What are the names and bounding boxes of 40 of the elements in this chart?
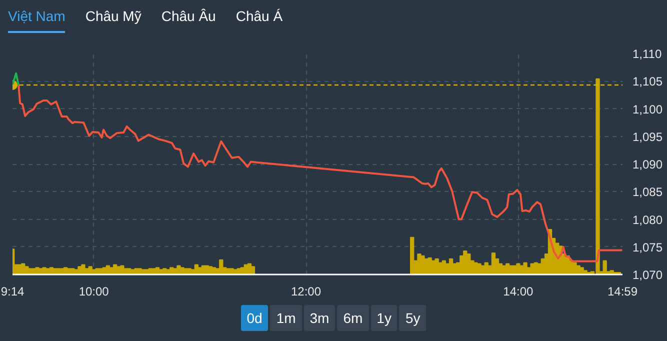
bar [602,260,607,274]
text: Châu Âu [161,7,216,26]
bar [138,268,142,274]
bar [250,266,256,274]
bar [434,258,439,274]
x-tick-label: 9:14 [0,284,25,298]
text: 5y [399,305,426,331]
text: 6m [337,305,369,331]
text: 3m [304,305,336,331]
bar [410,236,414,274]
y-tick-label: 1,105 [632,74,663,89]
y-tick-label: 1,085 [632,185,663,200]
bar [580,267,584,274]
y-tick-label: 1,080 [632,212,663,227]
text: 1y [370,305,398,331]
x-tick-label: 10:00 [78,284,110,298]
bar [120,265,124,274]
bar [81,264,86,274]
text: Châu Á [236,7,283,26]
bar [477,263,482,274]
bar [42,267,46,274]
y-tick-label: 1,090 [632,158,663,172]
bar [523,262,528,274]
x-tick-label: 14:59 [607,284,638,298]
text: Việt Nam [8,6,66,33]
bar [95,268,100,274]
y-tick-label: 1,075 [632,240,663,254]
y-tick-label: 1,100 [632,102,663,116]
text: 1m [270,305,302,331]
text: 0d [240,305,268,331]
x-tick-label: 12:00 [290,284,322,298]
text: Châu Mỹ [85,7,142,26]
bar [233,269,238,274]
y-tick-label: 1,095 [632,130,663,144]
y-tick-label: 1,110 [632,47,662,61]
bar [583,270,588,274]
bar [88,266,92,274]
y-tick-label: 1,070 [632,268,663,282]
x-tick-label: 14:00 [503,284,534,298]
bar [530,263,534,274]
